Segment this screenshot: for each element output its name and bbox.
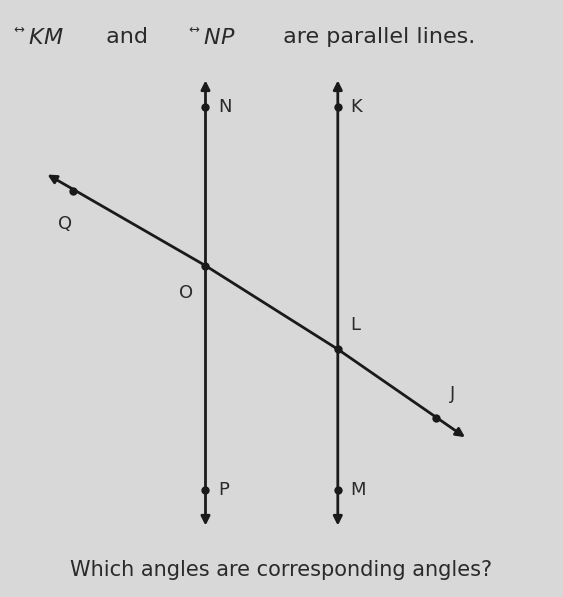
Text: are parallel lines.: are parallel lines. [276,27,475,47]
Text: $\overleftrightarrow{KM}$: $\overleftrightarrow{KM}$ [14,27,64,48]
Text: $\overleftrightarrow{NP}$: $\overleftrightarrow{NP}$ [189,27,235,48]
Text: M: M [350,481,366,498]
Text: Which angles are corresponding angles?: Which angles are corresponding angles? [70,560,493,580]
Text: Q: Q [57,215,72,233]
Text: O: O [179,284,193,301]
Text: L: L [350,316,360,334]
Text: K: K [350,99,362,116]
Text: J: J [450,385,455,403]
Text: N: N [218,99,231,116]
Text: and: and [99,27,155,47]
Text: P: P [218,481,229,498]
